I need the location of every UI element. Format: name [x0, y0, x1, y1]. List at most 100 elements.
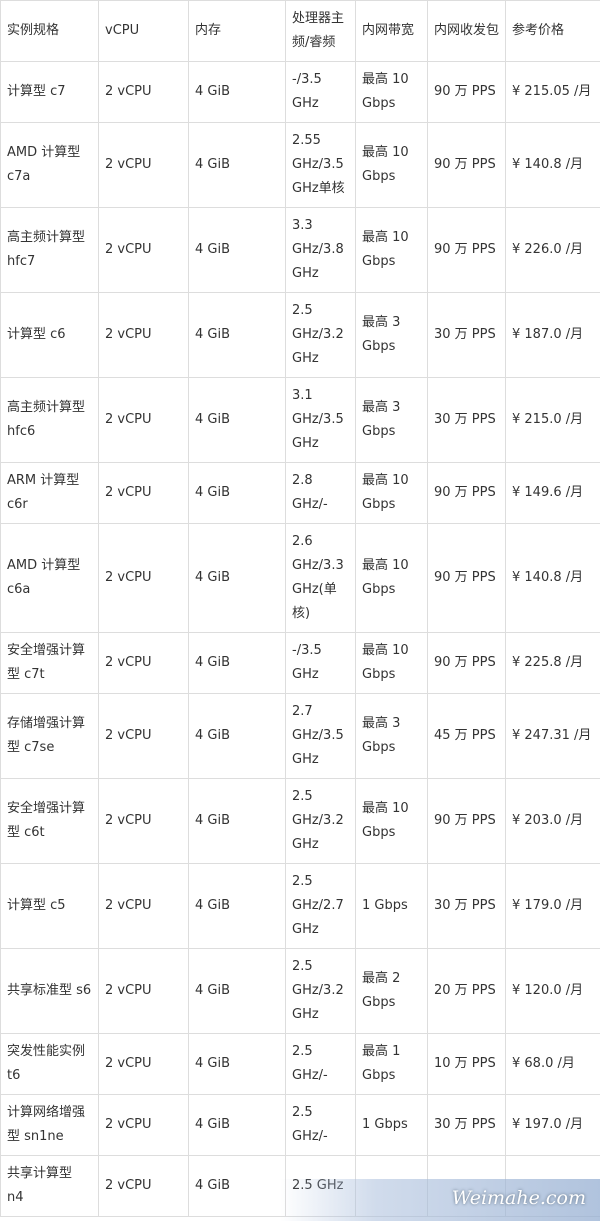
- table-cell: ¥ 120.0 /月: [505, 948, 600, 1034]
- table-cell: 1 Gbps: [355, 1094, 428, 1156]
- header-row: 实例规格 vCPU 内存 处理器主频/睿频 内网带宽 内网收发包 参考价格: [0, 0, 600, 62]
- table-cell: 最高 10 Gbps: [355, 462, 428, 524]
- table-cell: 突发性能实例 t6: [0, 1033, 99, 1095]
- table-cell: 2.5 GHz/2.7 GHz: [285, 863, 356, 949]
- table-cell: 最高 10 Gbps: [355, 632, 428, 694]
- table-row: 计算型 c7 2 vCPU 4 GiB -/3.5 GHz 最高 10 Gbps 90 万…: [0, 61, 600, 123]
- table-body: 计算型 c7 2 vCPU 4 GiB -/3.5 GHz 最高 10 Gbps 90 万…: [0, 61, 600, 1217]
- table-cell: 2 vCPU: [98, 1155, 189, 1217]
- table-cell: 4 GiB: [188, 122, 286, 208]
- table-cell: 30 万 PPS: [427, 1094, 506, 1156]
- table-cell: 最高 10 Gbps: [355, 523, 428, 633]
- table-row: ARM 计算型 c6r 2 vCPU 4 GiB 2.8 GHz/- 最高 10 Gbp…: [0, 462, 600, 524]
- header-cell: 处理器主频/睿频: [285, 0, 356, 62]
- table-row: 计算型 c5 2 vCPU 4 GiB 2.5 GHz/2.7 GHz 1 Gbps 30…: [0, 863, 600, 949]
- table-cell: ¥ 187.0 /月: [505, 292, 600, 378]
- table-cell: 计算网络增强型 sn1ne: [0, 1094, 99, 1156]
- table-cell: 计算型 c6: [0, 292, 99, 378]
- table-cell: 30 万 PPS: [427, 292, 506, 378]
- table-cell: 90 万 PPS: [427, 122, 506, 208]
- header-cell: 内网收发包: [427, 0, 506, 62]
- table-cell: 计算型 c5: [0, 863, 99, 949]
- table-cell: 安全增强计算型 c7t: [0, 632, 99, 694]
- table-cell: 2 vCPU: [98, 462, 189, 524]
- table-cell: 最高 3 Gbps: [355, 292, 428, 378]
- table-cell: 4 GiB: [188, 61, 286, 123]
- table-cell: 90 万 PPS: [427, 207, 506, 293]
- table-cell: 4 GiB: [188, 292, 286, 378]
- table-cell: ¥ 215.05 /月: [505, 61, 600, 123]
- table-cell: 2 vCPU: [98, 207, 189, 293]
- table-cell: 2 vCPU: [98, 693, 189, 779]
- table-cell: 4 GiB: [188, 863, 286, 949]
- table-cell: 4 GiB: [188, 462, 286, 524]
- watermark: Weimahe.com: [280, 1179, 600, 1221]
- table-cell: 4 GiB: [188, 1033, 286, 1095]
- table-cell: 计算型 c7: [0, 61, 99, 123]
- table-cell: 2 vCPU: [98, 122, 189, 208]
- table-cell: 30 万 PPS: [427, 863, 506, 949]
- table-cell: 存储增强计算型 c7se: [0, 693, 99, 779]
- table-cell: 最高 10 Gbps: [355, 122, 428, 208]
- header-cell: vCPU: [98, 0, 189, 62]
- table-cell: 2 vCPU: [98, 863, 189, 949]
- table-cell: ¥ 215.0 /月: [505, 377, 600, 463]
- table-cell: 2 vCPU: [98, 948, 189, 1034]
- table-cell: 90 万 PPS: [427, 61, 506, 123]
- table-cell: 4 GiB: [188, 1094, 286, 1156]
- table-cell: ¥ 68.0 /月: [505, 1033, 600, 1095]
- table-row: 计算网络增强型 sn1ne 2 vCPU 4 GiB 2.5 GHz/- 1 Gbps 3…: [0, 1094, 600, 1156]
- table-cell: 3.3 GHz/3.8 GHz: [285, 207, 356, 293]
- table-cell: 2.5 GHz/3.2 GHz: [285, 292, 356, 378]
- table-cell: 2.5 GHz/3.2 GHz: [285, 778, 356, 864]
- table-cell: 3.1 GHz/3.5 GHz: [285, 377, 356, 463]
- header-cell: 实例规格: [0, 0, 99, 62]
- table-cell: 最高 3 Gbps: [355, 693, 428, 779]
- table-cell: -/3.5 GHz: [285, 61, 356, 123]
- table-cell: 2.55 GHz/3.5 GHz单核: [285, 122, 356, 208]
- table-cell: 2 vCPU: [98, 523, 189, 633]
- table-cell: 最高 10 Gbps: [355, 778, 428, 864]
- table-row: 存储增强计算型 c7se 2 vCPU 4 GiB 2.7 GHz/3.5 GHz 最高…: [0, 693, 600, 779]
- table-cell: 4 GiB: [188, 693, 286, 779]
- table-row: 安全增强计算型 c6t 2 vCPU 4 GiB 2.5 GHz/3.2 GHz 最高 …: [0, 778, 600, 864]
- table-cell: 4 GiB: [188, 1155, 286, 1217]
- table-cell: ¥ 225.8 /月: [505, 632, 600, 694]
- table-header: 实例规格 vCPU 内存 处理器主频/睿频 内网带宽 内网收发包 参考价格: [0, 0, 600, 62]
- table-cell: 最高 10 Gbps: [355, 207, 428, 293]
- table-cell: ¥ 179.0 /月: [505, 863, 600, 949]
- table-row: 突发性能实例 t6 2 vCPU 4 GiB 2.5 GHz/- 最高 1 Gbps 10…: [0, 1033, 600, 1095]
- table-cell: 最高 2 Gbps: [355, 948, 428, 1034]
- table-cell: 2.7 GHz/3.5 GHz: [285, 693, 356, 779]
- table-cell: 4 GiB: [188, 778, 286, 864]
- table-cell: 90 万 PPS: [427, 778, 506, 864]
- table-cell: ¥ 247.31 /月: [505, 693, 600, 779]
- table-cell: 2 vCPU: [98, 1033, 189, 1095]
- table-cell: 90 万 PPS: [427, 523, 506, 633]
- table-cell: 4 GiB: [188, 948, 286, 1034]
- table-cell: 高主频计算型 hfc7: [0, 207, 99, 293]
- table-cell: 90 万 PPS: [427, 462, 506, 524]
- table-cell: 90 万 PPS: [427, 632, 506, 694]
- table-cell: 4 GiB: [188, 207, 286, 293]
- table-cell: 最高 3 Gbps: [355, 377, 428, 463]
- table-cell: 最高 1 Gbps: [355, 1033, 428, 1095]
- table-cell: 2.5 GHz/-: [285, 1094, 356, 1156]
- header-cell: 参考价格: [505, 0, 600, 62]
- table-cell: 最高 10 Gbps: [355, 61, 428, 123]
- table-cell: 2 vCPU: [98, 1094, 189, 1156]
- table-row: 高主频计算型 hfc7 2 vCPU 4 GiB 3.3 GHz/3.8 GHz 最高 …: [0, 207, 600, 293]
- table-cell: ¥ 226.0 /月: [505, 207, 600, 293]
- table-cell: 2.5 GHz/-: [285, 1033, 356, 1095]
- table-cell: AMD 计算型 c7a: [0, 122, 99, 208]
- table-cell: ¥ 140.8 /月: [505, 122, 600, 208]
- table-cell: 2 vCPU: [98, 61, 189, 123]
- table-cell: 2 vCPU: [98, 377, 189, 463]
- table-cell: 4 GiB: [188, 377, 286, 463]
- table-cell: 共享标准型 s6: [0, 948, 99, 1034]
- header-cell: 内网带宽: [355, 0, 428, 62]
- table-cell: 安全增强计算型 c6t: [0, 778, 99, 864]
- table-cell: 45 万 PPS: [427, 693, 506, 779]
- table-cell: 10 万 PPS: [427, 1033, 506, 1095]
